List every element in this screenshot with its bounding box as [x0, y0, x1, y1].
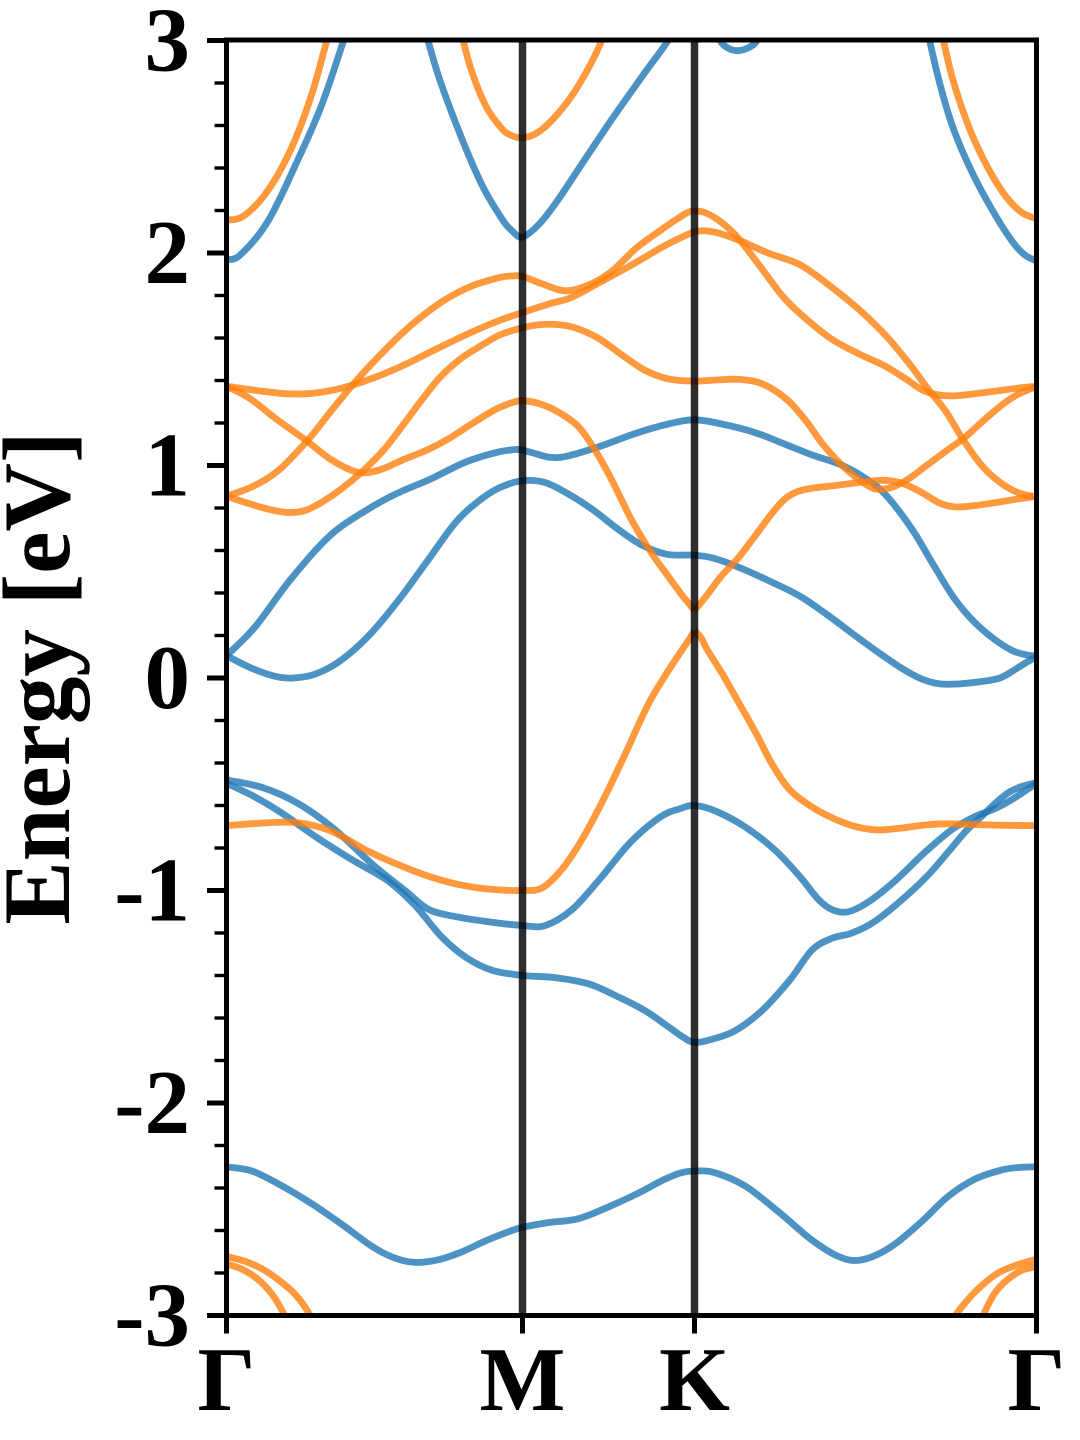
svg-text:M: M: [480, 1329, 566, 1430]
svg-text:0: 0: [145, 627, 191, 728]
svg-text:Energy [eV]: Energy [eV]: [0, 431, 90, 924]
svg-text:-1: -1: [114, 840, 190, 941]
svg-text:-2: -2: [114, 1052, 190, 1153]
svg-text:K: K: [659, 1329, 730, 1430]
svg-text:-3: -3: [114, 1265, 190, 1366]
svg-text:Γ: Γ: [198, 1329, 256, 1430]
svg-text:2: 2: [145, 202, 191, 303]
svg-text:1: 1: [145, 415, 191, 516]
svg-text:3: 3: [145, 0, 191, 91]
svg-text:Γ: Γ: [1008, 1329, 1066, 1430]
